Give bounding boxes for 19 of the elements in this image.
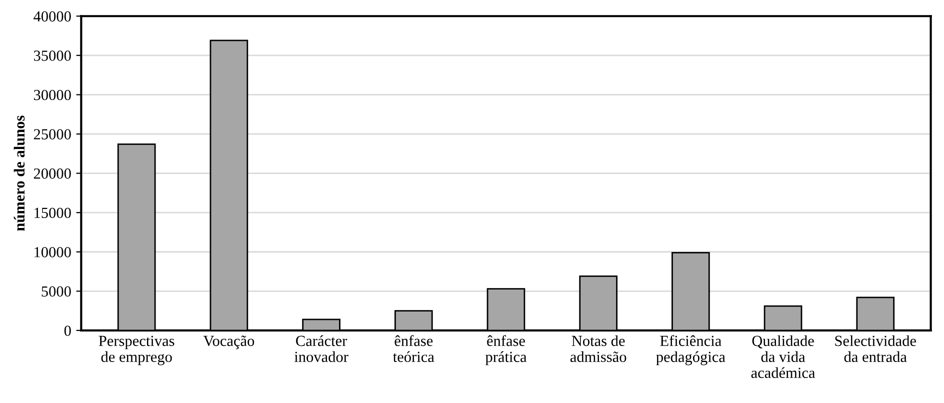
x-tick-label: ênfase prática (485, 335, 527, 366)
y-tick-label: 25000 (34, 129, 71, 140)
x-tick-label: Carácter inovador (294, 335, 348, 362)
y-tick-label: 35000 (34, 50, 71, 61)
x-tick-label: ênfase teórica (393, 335, 434, 362)
x-tick-label: Qualidade da vida académica (751, 335, 816, 378)
x-tick-label: Eficiência pedagógica (656, 335, 726, 366)
x-tick-label: Selectividade da entrada (835, 335, 916, 362)
y-tick-label: 5000 (42, 286, 71, 297)
y-tick-label: 30000 (34, 90, 71, 100)
y-axis-title: número de alunos (14, 116, 25, 231)
x-tick-label: Vocação (203, 336, 254, 350)
y-tick-label: 10000 (34, 247, 71, 258)
y-tick-label: 40000 (34, 11, 71, 22)
y-tick-label: 20000 (34, 168, 71, 179)
x-tick-label: Notas de admissão (570, 335, 626, 362)
y-tick-label: 15000 (34, 208, 71, 218)
x-tick-label: Perspectivas de emprego (98, 336, 174, 366)
y-tick-label: 0 (64, 326, 71, 336)
